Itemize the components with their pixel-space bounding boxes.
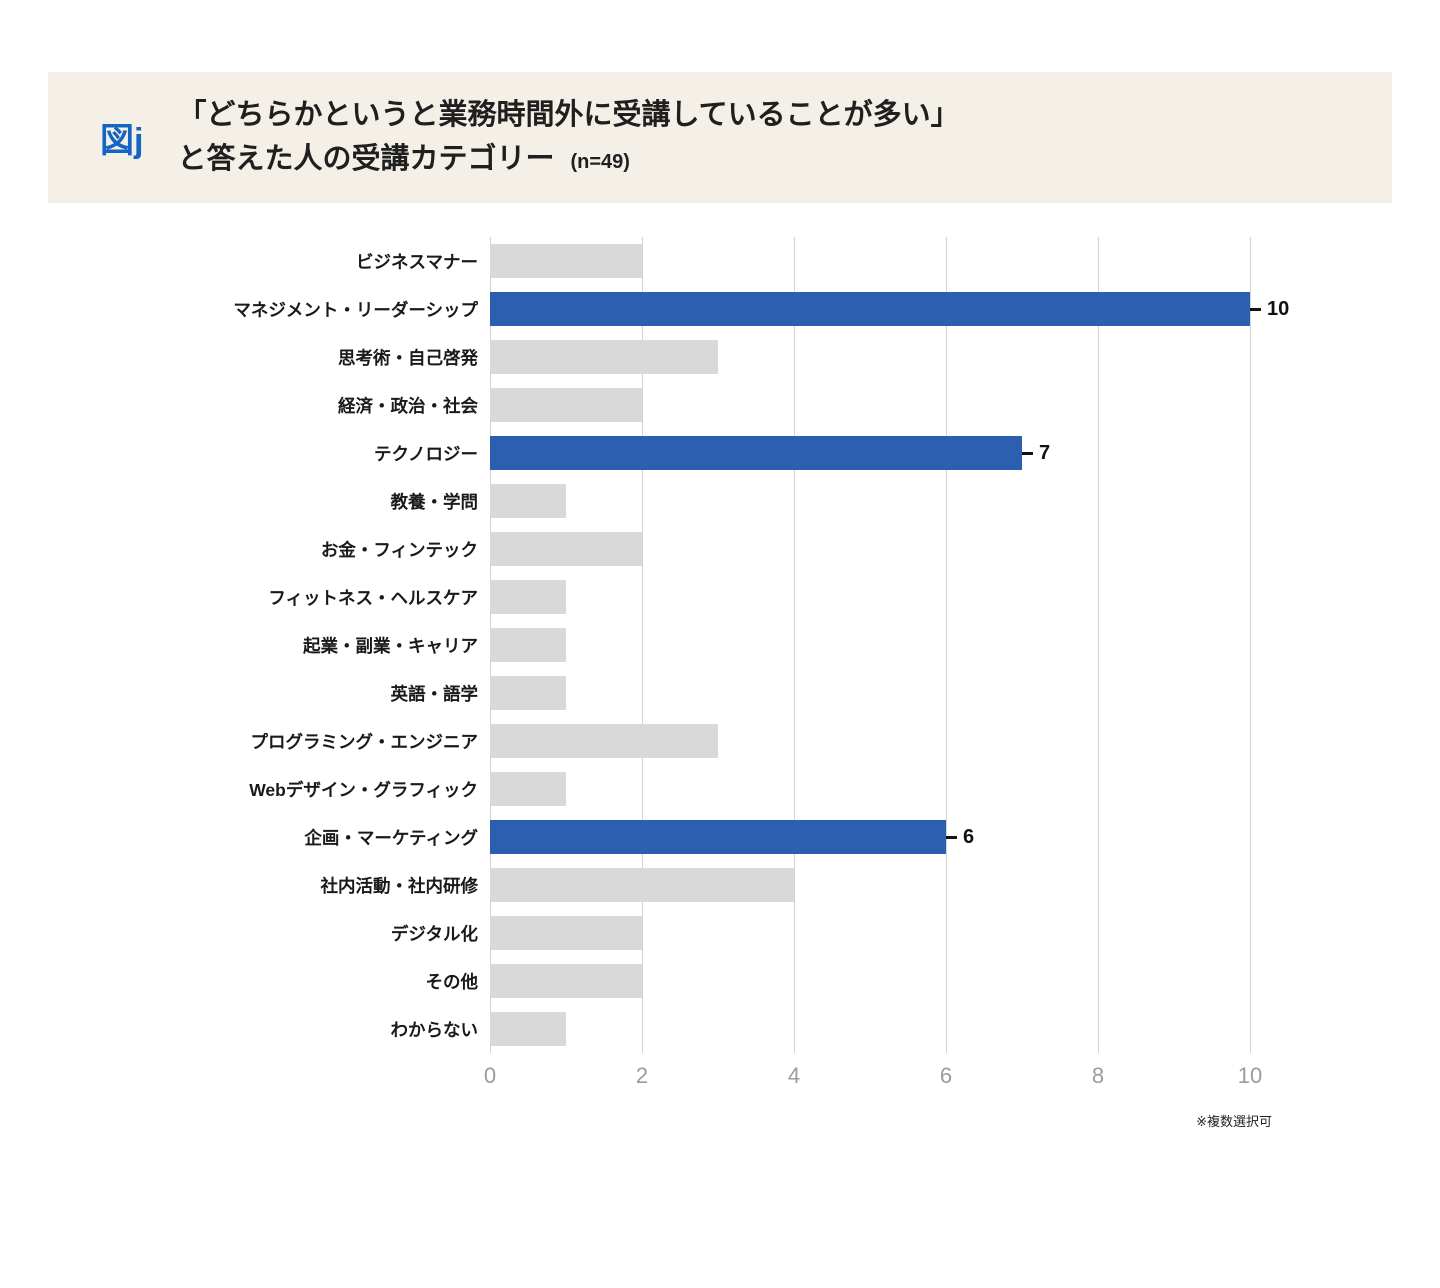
bar-track <box>490 525 1310 573</box>
bar-track <box>490 957 1310 1005</box>
value-callout: 6 <box>946 826 974 849</box>
bar <box>490 244 642 278</box>
bar-row: デジタル化 <box>30 909 1310 957</box>
category-label: 経済・政治・社会 <box>338 395 478 416</box>
title-line-1: 「どちらかというと業務時間外に受講していることが多い」 <box>177 99 960 131</box>
bar-row: 経済・政治・社会 <box>30 381 1310 429</box>
category-label: Webデザイン・グラフィック <box>249 779 478 800</box>
bar-track <box>490 861 1310 909</box>
bar <box>490 1012 566 1046</box>
category-label: 教養・学問 <box>390 491 479 512</box>
category-label: 企画・マーケティング <box>304 827 478 848</box>
callout-dash <box>1022 451 1033 455</box>
bar <box>490 292 1250 326</box>
bar-row: その他 <box>30 957 1310 1005</box>
callout-dash <box>946 835 957 839</box>
x-tick-label: 2 <box>635 1063 649 1088</box>
gridline <box>946 237 947 1053</box>
bar-row: ビジネスマナー <box>30 237 1310 285</box>
bar-row: わからない <box>30 1005 1310 1053</box>
bar <box>490 772 566 806</box>
x-tick-label: 0 <box>483 1063 497 1088</box>
value-label: 7 <box>1039 441 1051 464</box>
category-label: 思考術・自己啓発 <box>338 347 478 368</box>
bar-track <box>490 381 1310 429</box>
bar-track <box>490 237 1310 285</box>
bar-row: プログラミング・エンジニア <box>30 717 1310 765</box>
bar-track <box>490 1005 1310 1053</box>
bar-track <box>490 333 1310 381</box>
category-label: デジタル化 <box>390 923 478 944</box>
bar <box>490 916 642 950</box>
gridline <box>1250 237 1251 1053</box>
bar <box>490 484 566 518</box>
bar <box>490 436 1022 470</box>
bar-row: 社内活動・社内研修 <box>30 861 1310 909</box>
bar-row: Webデザイン・グラフィック <box>30 765 1310 813</box>
bar <box>490 820 946 854</box>
bar-track <box>490 621 1310 669</box>
gridline <box>642 237 643 1053</box>
gridline <box>794 237 795 1053</box>
bar <box>490 964 642 998</box>
bar-track <box>490 669 1310 717</box>
bar <box>490 340 718 374</box>
bar <box>490 724 718 758</box>
bar-chart: ビジネスマナーマネジメント・リーダーシップ 10 思考術・自己啓発 経済・政治・社会テ… <box>30 237 1310 1130</box>
category-label: わからない <box>390 1019 479 1040</box>
footnote: ※複数選択可 <box>1196 1114 1272 1129</box>
value-label: 6 <box>963 825 975 848</box>
bar-track <box>490 717 1310 765</box>
bar <box>490 580 566 614</box>
bar-row: 思考術・自己啓発 <box>30 333 1310 381</box>
gridline <box>1098 237 1099 1053</box>
category-label: お金・フィンテック <box>320 539 478 560</box>
bar-row: フィットネス・ヘルスケア <box>30 573 1310 621</box>
callout-dash <box>1250 307 1261 311</box>
bar-track: 10 <box>490 285 1310 333</box>
bar-track <box>490 573 1310 621</box>
bar-row: お金・フィンテック <box>30 525 1310 573</box>
bar-row: マネジメント・リーダーシップ 10 <box>30 285 1310 333</box>
category-label: その他 <box>425 971 479 992</box>
bar-track: 7 <box>490 429 1310 477</box>
x-tick-label: 6 <box>939 1063 953 1088</box>
bar <box>490 676 566 710</box>
category-label: テクノロジー <box>374 443 478 464</box>
category-label: フィットネス・ヘルスケア <box>268 587 478 608</box>
header-band: 図j 「どちらかというと業務時間外に受講していることが多い」 と答えた人の受講カ… <box>48 72 1392 203</box>
category-label: プログラミング・エンジニア <box>250 731 479 752</box>
value-callout: 7 <box>1022 442 1050 465</box>
bar-row: 起業・副業・キャリア <box>30 621 1310 669</box>
value-label: 10 <box>1267 297 1290 320</box>
x-tick-label: 10 <box>1237 1063 1263 1088</box>
category-label: ビジネスマナー <box>356 251 478 272</box>
sample-size: (n=49) <box>570 150 630 173</box>
bar-track <box>490 765 1310 813</box>
category-label: 起業・副業・キャリア <box>303 635 478 656</box>
bar <box>490 868 794 902</box>
x-tick-label: 8 <box>1091 1063 1105 1088</box>
bar-row: テクノロジー 7 <box>30 429 1310 477</box>
bar <box>490 532 642 566</box>
bar-track <box>490 477 1310 525</box>
bar-row: 英語・語学 <box>30 669 1310 717</box>
bar-track <box>490 909 1310 957</box>
title-line-2: と答えた人の受講カテゴリー <box>177 142 555 175</box>
category-label: 英語・語学 <box>390 683 479 704</box>
x-tick-label: 4 <box>787 1063 801 1088</box>
chart-rows: ビジネスマナーマネジメント・リーダーシップ 10 思考術・自己啓発 経済・政治・社会テ… <box>30 237 1310 1053</box>
x-axis: 0 2 4 6 8 10 <box>484 1053 1262 1095</box>
value-callout: 10 <box>1250 298 1289 321</box>
category-label: マネジメント・リーダーシップ <box>233 299 478 320</box>
figure-label: 図j <box>100 122 144 160</box>
bar <box>490 628 566 662</box>
bar-row: 教養・学問 <box>30 477 1310 525</box>
page-title: 「どちらかというと業務時間外に受講していることが多い」 と答えた人の受講カテゴリ… <box>177 94 959 181</box>
bar-row: 企画・マーケティング 6 <box>30 813 1310 861</box>
bar <box>490 388 642 422</box>
category-label: 社内活動・社内研修 <box>320 875 479 896</box>
bar-track: 6 <box>490 813 1310 861</box>
